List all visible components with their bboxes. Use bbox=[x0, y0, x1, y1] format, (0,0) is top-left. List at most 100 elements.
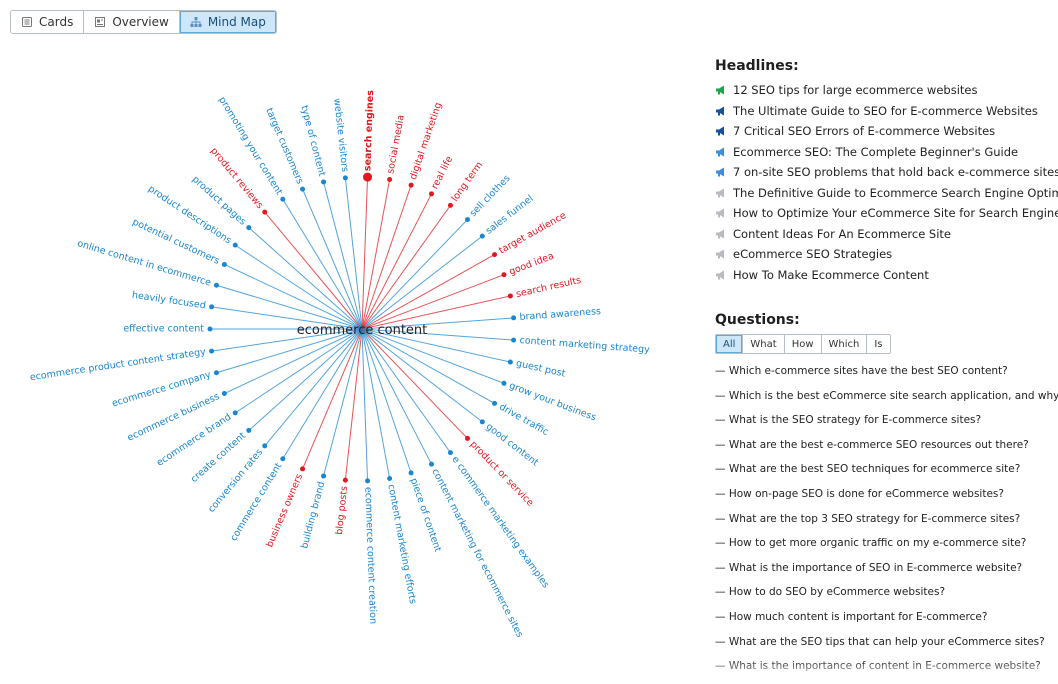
megaphone-navy-icon bbox=[716, 126, 724, 136]
headline-item[interactable]: 12 SEO tips for large ecommerce websites bbox=[715, 80, 1058, 101]
mind-map-node-dot[interactable] bbox=[213, 370, 219, 376]
mind-map-node-label[interactable]: type of content bbox=[298, 104, 327, 177]
headline-item[interactable]: Ecommerce SEO: The Complete Beginner's G… bbox=[715, 142, 1058, 163]
headline-item[interactable]: The Definitive Guide to Ecommerce Search… bbox=[715, 183, 1058, 204]
headline-item[interactable]: 7 on-site SEO problems that hold back e-… bbox=[715, 162, 1058, 183]
filter-all[interactable]: All bbox=[716, 335, 744, 353]
question-item[interactable]: — How to get more organic traffic on my … bbox=[715, 537, 1027, 550]
mind-map-node-dot[interactable] bbox=[342, 477, 348, 483]
mind-map-node-label[interactable]: long term bbox=[449, 160, 485, 204]
question-item[interactable]: — What are the best e-commerce SEO resou… bbox=[715, 438, 1029, 451]
mind-map-node-dot[interactable] bbox=[221, 261, 227, 267]
mind-map-node-dot[interactable] bbox=[300, 186, 306, 192]
question-item[interactable]: — Which is the best eCommerce site searc… bbox=[715, 389, 1058, 402]
tab-mind-map[interactable]: Mind Map bbox=[179, 11, 276, 33]
mind-map-node-dot[interactable] bbox=[387, 475, 393, 481]
mind-map-node-dot[interactable] bbox=[246, 427, 252, 433]
mind-map-node-dot[interactable] bbox=[429, 191, 435, 197]
megaphone-gray-icon bbox=[716, 270, 724, 280]
mind-map-node-dot[interactable] bbox=[492, 252, 498, 258]
mind-map-node-dot[interactable] bbox=[447, 450, 453, 456]
mind-map-node-dot[interactable] bbox=[280, 456, 286, 462]
mind-map-node-dot[interactable] bbox=[501, 272, 507, 278]
mind-map-node-dot[interactable] bbox=[209, 304, 215, 310]
mind-map-node-dot[interactable] bbox=[501, 380, 507, 386]
mind-map-node-dot[interactable] bbox=[464, 217, 470, 223]
mind-map-node-dot[interactable] bbox=[221, 391, 227, 397]
mind-map-node-dot[interactable] bbox=[511, 337, 517, 343]
mind-map-node-dot[interactable] bbox=[232, 410, 238, 416]
mind-map-node-label[interactable]: brand awareness bbox=[519, 306, 601, 323]
filter-is[interactable]: Is bbox=[874, 338, 883, 350]
mind-map-node-dot[interactable] bbox=[321, 473, 327, 479]
mind-map-node-dot[interactable] bbox=[363, 172, 373, 182]
mind-map-node-dot[interactable] bbox=[209, 348, 215, 354]
mind-map-edge bbox=[361, 328, 514, 341]
mind-map-node-label[interactable]: search engines bbox=[362, 90, 376, 172]
mind-map-node-dot[interactable] bbox=[280, 196, 286, 202]
mind-map-node-label[interactable]: ecommerce content creation bbox=[362, 487, 378, 625]
mind-map-node-label[interactable]: website visitors bbox=[331, 98, 350, 173]
question-item[interactable]: — How much content is important for E-co… bbox=[715, 610, 988, 623]
megaphone-gray-icon bbox=[716, 188, 724, 198]
mind-map-node-dot[interactable] bbox=[262, 443, 268, 449]
mind-map-node-label[interactable]: content marketing efforts bbox=[385, 483, 418, 605]
mind-map-node-label[interactable]: real life bbox=[429, 154, 455, 191]
mind-map-node-dot[interactable] bbox=[464, 435, 470, 441]
mind-map-node-label[interactable]: guest post bbox=[515, 358, 567, 380]
mind-map-node-dot[interactable] bbox=[479, 419, 485, 425]
question-item[interactable]: — How on-page SEO is done for eCommerce … bbox=[715, 487, 1004, 500]
question-item[interactable]: — What is the SEO strategy for E-commerc… bbox=[715, 414, 982, 427]
mind-map-node-dot[interactable] bbox=[408, 182, 414, 188]
mind-map-node-dot[interactable] bbox=[213, 282, 219, 288]
headline-text: The Definitive Guide to Ecommerce Search… bbox=[733, 185, 1058, 200]
question-item[interactable]: — What is the importance of content in E… bbox=[715, 660, 1041, 673]
mind-map-node-dot[interactable] bbox=[492, 400, 498, 406]
mind-map-node-label[interactable]: social media bbox=[385, 114, 407, 175]
mind-map-edge bbox=[302, 188, 363, 330]
headline-item[interactable]: The Ultimate Guide to SEO for E-commerce… bbox=[715, 101, 1058, 122]
headline-item[interactable]: eCommerce SEO Strategies bbox=[715, 244, 1058, 265]
mind-map-node-dot[interactable] bbox=[479, 233, 485, 239]
headline-text: Content Ideas For An Ecommerce Site bbox=[733, 226, 952, 241]
mind-map-node-label[interactable]: blog posts bbox=[334, 485, 350, 535]
headline-item[interactable]: Content Ideas For An Ecommerce Site bbox=[715, 224, 1058, 245]
mind-map-node-dot[interactable] bbox=[507, 359, 513, 365]
mind-map-node-label[interactable]: good idea bbox=[508, 251, 556, 278]
mind-map-node-label[interactable]: heavily focused bbox=[131, 290, 206, 312]
question-item[interactable]: — What are the top 3 SEO strategy for E-… bbox=[715, 512, 1021, 525]
mind-map-node-dot[interactable] bbox=[321, 179, 327, 185]
mind-map-node-dot[interactable] bbox=[387, 177, 393, 183]
mind-map-node-dot[interactable] bbox=[408, 470, 414, 476]
questions-filter: All What How Which Is bbox=[715, 334, 891, 354]
tab-overview[interactable]: Overview bbox=[84, 11, 180, 33]
mind-map-node-dot[interactable] bbox=[507, 293, 513, 299]
mind-map-node-label[interactable]: content marketing strategy bbox=[519, 335, 650, 356]
question-item[interactable]: — How to do SEO by eCommerce websites? bbox=[715, 586, 946, 599]
mind-map-node-dot[interactable] bbox=[511, 315, 517, 321]
mind-map-node-dot[interactable] bbox=[429, 461, 435, 467]
question-item[interactable]: — What is the importance of SEO in E-com… bbox=[715, 561, 1023, 574]
mind-map-edge bbox=[323, 181, 363, 330]
headline-item[interactable]: 7 Critical SEO Errors of E-commerce Webs… bbox=[715, 121, 1058, 142]
question-item[interactable]: — What are the best SEO techniques for e… bbox=[715, 463, 1021, 476]
mind-map-node-dot[interactable] bbox=[262, 209, 268, 215]
mind-map-node-dot[interactable] bbox=[232, 242, 238, 248]
tab-cards[interactable]: Cards bbox=[11, 11, 85, 33]
filter-how[interactable]: How bbox=[785, 335, 822, 353]
mind-map-node-label[interactable]: building brand bbox=[299, 480, 327, 549]
headline-item[interactable]: How To Make Ecommerce Content bbox=[715, 265, 1058, 286]
question-item[interactable]: — Which e-commerce sites have the best S… bbox=[715, 365, 1008, 377]
mind-map-node-dot[interactable] bbox=[300, 466, 306, 472]
mind-map-node-dot[interactable] bbox=[365, 478, 371, 484]
mind-map-node-dot[interactable] bbox=[207, 326, 213, 332]
question-item[interactable]: — What are the SEO tips that can help yo… bbox=[715, 635, 1045, 648]
filter-which[interactable]: Which bbox=[822, 335, 868, 353]
mind-map-node-label[interactable]: search results bbox=[515, 275, 582, 300]
headline-item[interactable]: How to Optimize Your eCommerce Site for … bbox=[715, 203, 1058, 224]
mind-map-node-dot[interactable] bbox=[246, 225, 252, 231]
filter-what[interactable]: What bbox=[743, 335, 785, 353]
mind-map-node-dot[interactable] bbox=[447, 202, 453, 208]
mind-map-node-label[interactable]: effective content bbox=[123, 324, 204, 335]
mind-map-node-dot[interactable] bbox=[342, 175, 348, 181]
